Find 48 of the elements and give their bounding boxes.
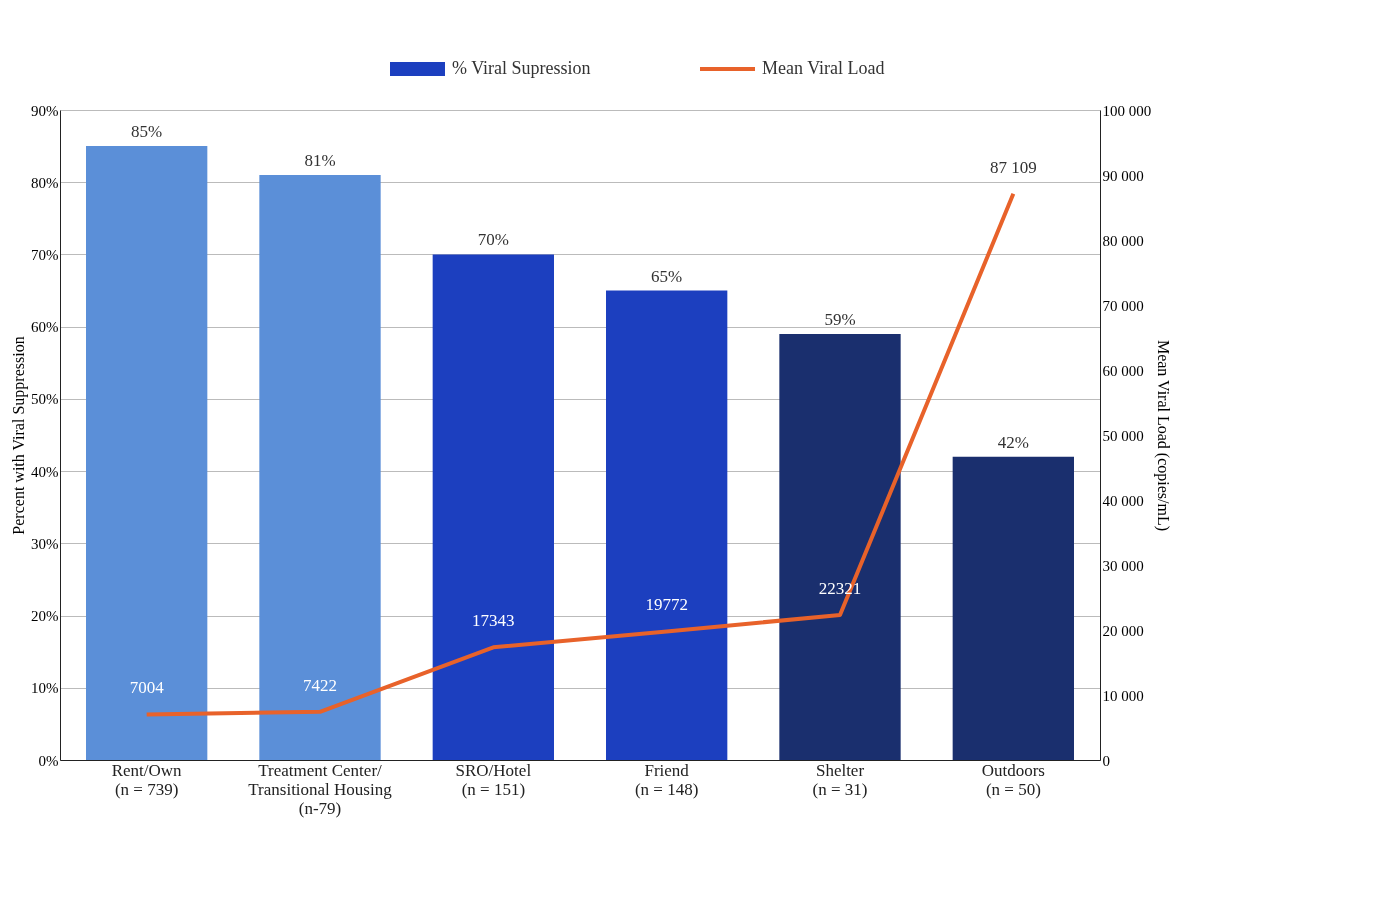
x-tick-label: SRO/Hotel (n = 151): [455, 760, 532, 799]
y2-axis-title: Mean Viral Load (copies/mL): [1154, 339, 1173, 532]
x-tick-label: Outdoors (n = 50): [981, 760, 1045, 799]
bar: [86, 146, 208, 760]
legend-label: Mean Viral Load: [762, 58, 885, 78]
x-tick-label: Shelter (n = 31): [812, 760, 868, 799]
y-tick-label: 60%: [31, 319, 59, 336]
y-tick-label: 30%: [31, 535, 59, 552]
data-label: 59%: [824, 309, 856, 329]
y-tick-label: 40%: [31, 463, 59, 480]
legend-label: % Viral Supression: [452, 58, 591, 78]
y2-tick-label: 80 000: [1102, 232, 1144, 249]
x-tick-label: Rent/Own (n = 739): [111, 760, 183, 799]
data-label: 7422: [303, 675, 337, 695]
y2-tick-label: 10 000: [1102, 687, 1144, 704]
y2-tick-label: 20 000: [1102, 622, 1144, 639]
data-label: 7004: [129, 678, 165, 698]
y2-tick-label: 60 000: [1102, 362, 1144, 379]
y-tick-label: 90%: [31, 102, 59, 119]
y2-tick-label: 0: [1102, 752, 1110, 769]
data-label: 17343: [472, 611, 515, 631]
data-label: 65%: [651, 266, 683, 286]
y2-tick-label: 50 000: [1102, 427, 1144, 444]
data-label: 70%: [477, 230, 509, 250]
y-tick-label: 20%: [31, 608, 59, 625]
y2-tick-label: 100 000: [1102, 102, 1152, 119]
y-axis-title: Percent with Viral Suppression: [10, 336, 28, 535]
y-tick-label: 70%: [31, 246, 59, 263]
y-tick-label: 80%: [31, 174, 59, 191]
x-tick-label: Treatment Center/ Transitional Housing (n-79): [248, 760, 393, 818]
data-label: 85%: [131, 122, 163, 142]
y2-tick-label: 30 000: [1102, 557, 1144, 574]
data-label: 87 109: [989, 157, 1037, 177]
bar: [779, 333, 901, 760]
y-tick-label: 50%: [31, 391, 59, 408]
y-tick-label: 10%: [31, 680, 59, 697]
data-label: 42%: [997, 432, 1029, 452]
data-label: 81%: [304, 151, 336, 170]
bar: [952, 456, 1074, 760]
data-label: 19772: [645, 595, 688, 615]
bar: [606, 290, 728, 760]
y2-tick-label: 90 000: [1102, 167, 1144, 184]
bar: [432, 254, 554, 760]
bar: [259, 175, 381, 760]
x-tick-label: Friend (n = 148): [634, 760, 699, 799]
y-tick-label: 0%: [38, 752, 59, 769]
y2-tick-label: 70 000: [1102, 297, 1144, 314]
y2-tick-label: 40 000: [1102, 492, 1144, 509]
